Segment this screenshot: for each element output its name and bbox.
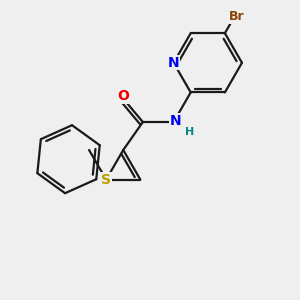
Text: O: O bbox=[117, 89, 129, 103]
Text: Br: Br bbox=[229, 10, 244, 23]
Text: S: S bbox=[101, 172, 111, 187]
Text: H: H bbox=[185, 127, 195, 136]
Text: N: N bbox=[169, 113, 181, 128]
Text: N: N bbox=[168, 56, 179, 70]
